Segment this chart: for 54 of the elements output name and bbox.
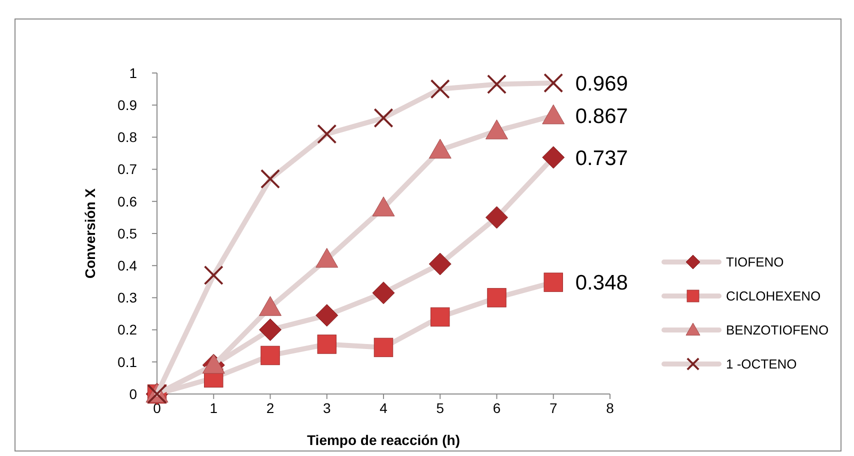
data-label: 0.737 bbox=[575, 146, 628, 170]
point bbox=[544, 272, 563, 292]
x-tick-label: 8 bbox=[606, 400, 614, 416]
data-label: 0.867 bbox=[575, 105, 628, 128]
x-tick-label: 3 bbox=[322, 400, 331, 416]
x-tick-label: 5 bbox=[436, 400, 444, 416]
y-tick-label: 0.8 bbox=[118, 129, 138, 146]
point bbox=[259, 296, 282, 316]
y-tick-label: 0.9 bbox=[118, 97, 138, 113]
x-tick-label: 6 bbox=[492, 400, 501, 416]
x-tick-label: 1 bbox=[210, 400, 218, 416]
y-axis-title: Conversión X bbox=[82, 188, 98, 279]
x-tick-label: 2 bbox=[266, 400, 274, 416]
legend-label: 1 -OCTENO bbox=[726, 356, 797, 372]
legend-label: TIOFENO bbox=[726, 254, 784, 270]
x-tick-label: 7 bbox=[549, 400, 558, 416]
point bbox=[486, 120, 508, 140]
point bbox=[316, 304, 338, 327]
point bbox=[428, 252, 452, 276]
point bbox=[374, 338, 394, 358]
y-tick-label: 0.1 bbox=[118, 354, 138, 370]
legend-label: BENZOTIOFENO bbox=[726, 322, 829, 338]
point bbox=[486, 74, 507, 94]
point bbox=[486, 206, 508, 229]
y-tick-label: 0.4 bbox=[118, 258, 138, 274]
point bbox=[260, 346, 280, 366]
point bbox=[544, 73, 564, 93]
x-tick-label: 4 bbox=[380, 400, 388, 416]
point bbox=[372, 282, 395, 304]
point bbox=[430, 79, 450, 99]
point bbox=[316, 248, 338, 268]
y-tick-label: 0.2 bbox=[118, 322, 138, 338]
legend-label: CICLOHEXENO bbox=[726, 288, 821, 304]
point bbox=[317, 124, 337, 144]
data-label: 0.348 bbox=[575, 272, 628, 295]
point bbox=[428, 138, 452, 159]
x-axis-title: Tiempo de reacción (h) bbox=[307, 432, 460, 448]
point bbox=[260, 169, 280, 189]
y-tick-label: 1 bbox=[129, 64, 138, 81]
y-tick-label: 0 bbox=[129, 386, 138, 402]
y-tick-label: 0.6 bbox=[118, 193, 138, 210]
point bbox=[430, 307, 450, 327]
y-tick-label: 0.3 bbox=[118, 290, 138, 306]
point bbox=[374, 108, 394, 128]
point bbox=[372, 196, 395, 216]
point bbox=[487, 288, 506, 308]
point bbox=[542, 104, 565, 124]
point bbox=[317, 334, 336, 354]
data-label: 0.969 bbox=[575, 72, 628, 96]
point bbox=[259, 318, 282, 342]
y-tick-label: 0.5 bbox=[118, 225, 138, 242]
point bbox=[542, 146, 565, 169]
y-tick-label: 0.7 bbox=[118, 161, 138, 178]
point bbox=[204, 265, 224, 286]
